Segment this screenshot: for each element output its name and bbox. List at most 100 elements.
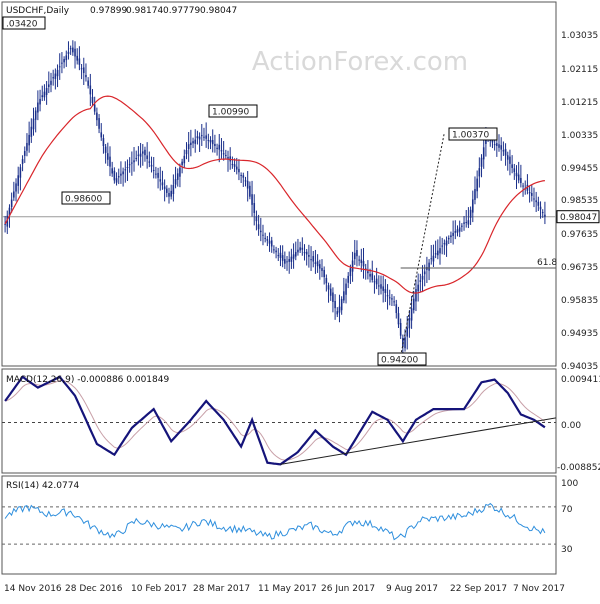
candle-body (104, 146, 107, 153)
candle-body (225, 155, 227, 157)
candle-body (89, 85, 92, 95)
candle-body (391, 298, 393, 300)
candle-body (183, 155, 186, 164)
candle-body (345, 283, 347, 295)
candle-body (469, 209, 472, 218)
price-annotation-box (377, 352, 427, 366)
candle-body (360, 259, 363, 263)
candle-body (152, 169, 155, 171)
candle-body (159, 179, 162, 182)
candle-body (349, 268, 352, 277)
candle-body (50, 80, 52, 85)
candle-body (305, 251, 308, 255)
candle-body (439, 248, 441, 254)
candle-body (39, 98, 41, 105)
candle-body (343, 291, 345, 301)
candle-body (412, 298, 415, 311)
candle-body (259, 230, 262, 233)
candle-body (187, 144, 190, 150)
candle-body (207, 139, 210, 141)
candle-body (240, 174, 242, 176)
candle-body (6, 215, 9, 227)
price-annotation-box (448, 127, 498, 141)
candle-body (56, 69, 59, 77)
candle-body (100, 132, 103, 138)
candle-body (498, 144, 500, 148)
candle-body (214, 143, 216, 146)
price-tick-label: 1.01215 (561, 98, 598, 108)
candle-body (270, 240, 273, 247)
candle-body (168, 193, 170, 197)
candle-body (386, 295, 389, 297)
macd-tick-label: 0.009411 (561, 375, 600, 385)
candle-body (85, 74, 87, 78)
price-tick-label: 1.00335 (561, 131, 598, 141)
candle-body (517, 174, 520, 181)
candle-body (369, 273, 371, 277)
candle-body (327, 285, 330, 290)
candle-body (21, 159, 24, 164)
rsi-y-axis: 100 70 30 (561, 479, 578, 555)
candle-body (255, 216, 258, 222)
dynamic-layer: 61.8 .03420 0.98600 1.00990 1.00370 0.94200 0.… (2, 16, 600, 545)
candle-body (275, 250, 277, 253)
candle-body (380, 284, 382, 289)
candle-body (292, 254, 295, 259)
candle-body (82, 67, 85, 74)
last-price-label: 0.98047 (560, 213, 597, 223)
candle-body (452, 232, 454, 236)
candle-body (23, 151, 26, 156)
candle-body (264, 237, 266, 239)
candle-body (351, 260, 354, 272)
x-tick-label: 22 Sep 2017 (450, 584, 507, 594)
candle-body (310, 259, 312, 261)
candle-body (277, 255, 280, 257)
price-tick-label: 1.03035 (561, 31, 598, 41)
candle-body (211, 139, 214, 145)
candle-body (410, 308, 413, 321)
candle-body (196, 136, 199, 139)
candle-body (126, 167, 129, 169)
candle-body (172, 185, 175, 195)
candle-body (174, 179, 177, 185)
candle-body (170, 190, 172, 197)
fib-trendline (400, 132, 445, 357)
candle-body (32, 118, 35, 130)
candle-body (537, 201, 540, 206)
candle-body (417, 284, 419, 292)
ohlc-close: 0.98047 (200, 6, 237, 16)
candle-body (539, 206, 542, 210)
x-tick-label: 11 May 2017 (258, 584, 317, 594)
candle-body (48, 84, 50, 87)
candle-body (301, 247, 304, 250)
macd-tick-label: -0.008852 (557, 463, 600, 473)
candle-body (332, 292, 334, 302)
x-tick-label: 26 Jun 2017 (321, 584, 375, 594)
candle-body (371, 273, 374, 280)
candle-body (509, 156, 511, 164)
sma-line (4, 95, 545, 294)
candle-body (273, 249, 275, 251)
candle-body (513, 168, 516, 173)
candle-body (74, 48, 76, 57)
candle-body (384, 289, 387, 294)
candle-body (356, 250, 358, 257)
candle-body (467, 220, 470, 225)
candle-body (334, 300, 336, 309)
fib-level-label: 61.8 (537, 258, 557, 268)
candle-body (336, 311, 339, 315)
candle-body (294, 252, 297, 257)
candle-body (233, 164, 236, 167)
candle-body (65, 55, 68, 61)
candle-body (321, 268, 323, 271)
candle-body (482, 147, 485, 160)
x-tick-label: 9 Aug 2017 (386, 584, 438, 594)
candle-body (504, 148, 507, 156)
candle-body (144, 149, 146, 156)
candle-body (91, 96, 94, 103)
candle-body (463, 222, 465, 224)
candle-body (408, 317, 411, 329)
candle-body (120, 173, 122, 176)
